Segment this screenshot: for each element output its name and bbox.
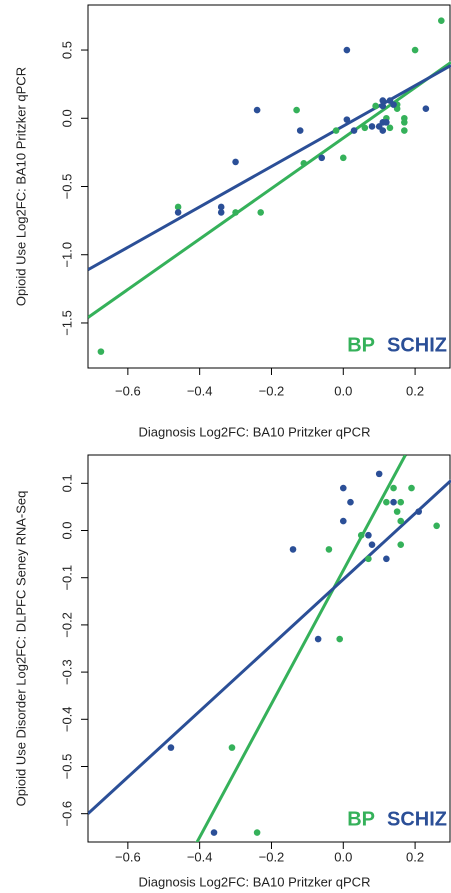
y-tick-label: −0.5 xyxy=(59,754,74,780)
point xyxy=(343,116,351,123)
point xyxy=(217,203,225,211)
point xyxy=(411,46,419,54)
y-tick-label: 0.0 xyxy=(59,521,74,539)
point xyxy=(296,127,304,134)
y-tick-label: −1.0 xyxy=(59,242,74,268)
point xyxy=(415,508,422,515)
point xyxy=(228,744,236,751)
point xyxy=(383,119,390,126)
point xyxy=(332,127,340,134)
point xyxy=(390,484,397,492)
point xyxy=(365,555,372,563)
y-tick-label: 0.5 xyxy=(59,41,74,59)
point xyxy=(232,158,239,166)
y-tick-label: −0.4 xyxy=(59,706,74,732)
point xyxy=(422,105,430,113)
plot-area xyxy=(88,455,451,842)
x-tick-label: −0.6 xyxy=(115,849,141,864)
x-axis-title: Diagnosis Log2FC: BA10 Pritzker qPCR xyxy=(139,424,371,439)
point xyxy=(379,102,387,110)
point xyxy=(433,522,440,530)
point xyxy=(289,546,297,553)
x-tick-label: 0.2 xyxy=(406,849,424,864)
x-tick-label: −0.6 xyxy=(115,383,141,398)
point xyxy=(253,829,261,836)
point xyxy=(314,635,322,643)
point xyxy=(383,555,390,563)
point xyxy=(393,508,401,515)
point xyxy=(383,498,390,506)
plot-frame xyxy=(87,4,451,369)
point xyxy=(350,127,358,134)
point xyxy=(397,541,405,548)
legend-label: BP xyxy=(347,334,375,356)
point xyxy=(300,160,308,167)
legend-label: SCHIZ xyxy=(387,334,447,356)
point xyxy=(368,123,376,130)
plot-frame xyxy=(87,454,451,843)
point xyxy=(386,124,394,132)
point xyxy=(386,97,394,104)
point xyxy=(167,744,175,751)
point xyxy=(379,97,387,104)
point xyxy=(368,541,376,548)
point xyxy=(336,635,343,643)
point xyxy=(97,348,105,355)
fit-line xyxy=(88,479,451,815)
y-tick-label: −0.1 xyxy=(59,565,74,591)
point xyxy=(339,154,347,162)
point xyxy=(361,124,369,132)
point xyxy=(365,531,372,539)
point xyxy=(217,209,225,216)
x-tick-label: −0.2 xyxy=(259,849,285,864)
x-tick-label: 0.2 xyxy=(406,383,424,398)
point xyxy=(408,484,415,492)
plot-area xyxy=(88,17,451,355)
point xyxy=(401,127,408,134)
point xyxy=(253,106,261,114)
point xyxy=(232,209,239,216)
fit-line xyxy=(88,61,451,319)
y-tick-label: −1.5 xyxy=(59,310,74,336)
x-tick-label: −0.4 xyxy=(187,849,213,864)
point xyxy=(397,517,405,525)
legend-label: SCHIZ xyxy=(387,808,447,830)
y-tick-label: 0.1 xyxy=(59,474,74,492)
y-tick-label: −0.2 xyxy=(59,612,74,638)
x-axis-title: Diagnosis Log2FC: BA10 Pritzker qPCR xyxy=(139,874,371,889)
point xyxy=(325,546,333,553)
point xyxy=(438,17,445,24)
point xyxy=(357,531,365,539)
x-tick-label: −0.2 xyxy=(259,383,285,398)
point xyxy=(379,127,387,134)
point xyxy=(293,106,300,114)
point xyxy=(390,498,397,506)
point xyxy=(397,498,405,506)
x-tick-label: 0.0 xyxy=(334,383,352,398)
point xyxy=(375,470,383,478)
point xyxy=(339,517,347,525)
point xyxy=(174,209,182,216)
y-tick-label: −0.5 xyxy=(59,174,74,200)
y-axis-title: Opioid Use Log2FC: BA10 Pritzker qPCR xyxy=(13,67,28,306)
point xyxy=(257,209,265,216)
point xyxy=(343,46,351,54)
legend-label: BP xyxy=(347,808,375,830)
y-tick-label: 0.0 xyxy=(59,109,74,127)
fit-line xyxy=(195,455,407,842)
x-tick-label: 0.0 xyxy=(334,849,352,864)
x-tick-label: −0.4 xyxy=(187,383,213,398)
point xyxy=(372,102,379,110)
point xyxy=(339,484,347,492)
point xyxy=(174,203,182,211)
point xyxy=(401,114,408,122)
y-tick-label: −0.3 xyxy=(59,659,74,685)
y-tick-label: −0.6 xyxy=(59,801,74,827)
point xyxy=(347,498,354,506)
point xyxy=(318,154,326,162)
point xyxy=(210,829,218,836)
y-axis-title: Opioid Use Disorder Log2FC: DLPFC Seney … xyxy=(13,491,28,807)
fit-line xyxy=(88,64,451,272)
